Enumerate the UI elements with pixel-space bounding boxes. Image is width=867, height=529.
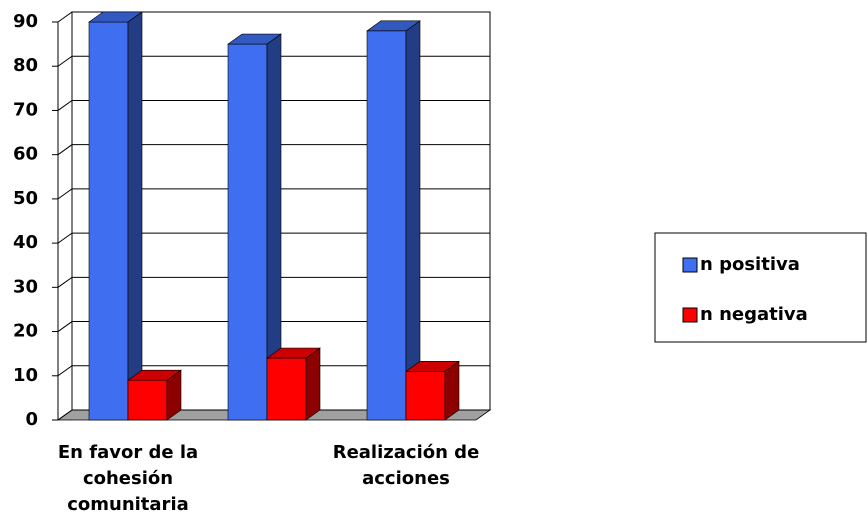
y-tick-label: 60: [13, 144, 38, 165]
grid-line: [57, 188, 490, 200]
y-tick-label: 0: [25, 409, 38, 430]
grid-line: [57, 409, 490, 421]
grid-line: [57, 99, 490, 111]
bar-side: [166, 369, 182, 421]
y-tick-label: 90: [13, 11, 38, 32]
legend-swatch: [682, 307, 698, 323]
bar: [127, 379, 168, 421]
bar-side: [444, 360, 460, 421]
y-tick-label: 30: [13, 276, 38, 297]
grid-line: [57, 321, 490, 332]
bar: [266, 357, 307, 421]
y-tick-label: 70: [13, 99, 38, 120]
legend-box: [654, 232, 867, 343]
grid-line: [57, 55, 490, 67]
bar-side: [127, 11, 143, 421]
legend-label: n negativa: [700, 304, 808, 325]
grid-line: [57, 144, 490, 156]
grid-line: [57, 232, 490, 244]
y-tick-label: 10: [13, 365, 38, 386]
grid-line: [57, 11, 490, 23]
bar: [227, 43, 268, 421]
grid-line: [57, 365, 490, 377]
legend-label: n positiva: [700, 254, 800, 275]
bar: [88, 21, 129, 421]
y-tick-label: 50: [13, 188, 38, 209]
legend-swatch: [682, 257, 698, 273]
bar-side: [405, 20, 421, 421]
grid-line: [57, 276, 490, 288]
bar: [366, 30, 407, 421]
y-tick-label: 40: [13, 232, 38, 253]
x-tick-label: En favor de la cohesión comunitaria: [57, 442, 199, 515]
y-tick-label: 20: [13, 321, 38, 342]
bar-side: [305, 347, 321, 421]
y-tick-label: 80: [13, 55, 38, 76]
bar: [405, 371, 446, 421]
x-tick-label: Realización de acciones: [332, 442, 480, 489]
